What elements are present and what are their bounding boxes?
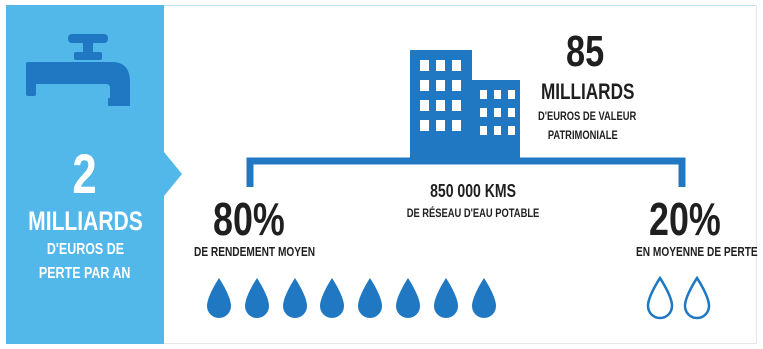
- panel-arrow-notch: [164, 152, 182, 196]
- asset-value-line-1: D'EUROS DE VALEUR: [538, 109, 637, 123]
- network-label: DE RÉSEAU D'EAU POTABLE: [406, 206, 540, 220]
- network-length: 850 000 KMS: [430, 181, 516, 201]
- loss-unit: MILLIARDS: [27, 206, 143, 236]
- infographic-frame: [6, 5, 757, 344]
- loss-line-2: PERTE PAR AN: [39, 265, 131, 282]
- filled-water-drop-icon: [207, 278, 231, 318]
- asset-value-amount: 85: [566, 27, 605, 76]
- loss-amount: 2: [72, 142, 98, 205]
- network-bracket-line: [246, 157, 686, 187]
- outline-water-drop-icon: [646, 276, 674, 320]
- yield-label: DE RENDEMENT MOYEN: [194, 244, 316, 259]
- loss-line-1: D'EUROS DE: [46, 241, 124, 258]
- asset-value-unit: MILLIARDS: [541, 79, 635, 104]
- filled-water-drop-icon: [471, 278, 496, 318]
- filled-water-drop-icon: [358, 278, 383, 318]
- loss-label: EN MOYENNE DE PERTE: [636, 244, 758, 259]
- buildings-icon: [410, 50, 520, 163]
- yield-percent: 80%: [213, 193, 285, 245]
- filled-water-drop-icon: [282, 278, 307, 318]
- water-tap-icon: [26, 34, 130, 106]
- asset-value-line-2: PATRIMONIALE: [547, 128, 618, 142]
- loss-panel: [6, 5, 164, 344]
- loss-percent: 20%: [649, 193, 721, 245]
- filled-water-drop-icon: [244, 278, 269, 318]
- outline-water-drop-icon: [683, 276, 711, 320]
- filled-water-drop-icon: [396, 278, 420, 318]
- filled-water-drop-icon: [433, 278, 458, 318]
- filled-water-drop-icon: [320, 278, 345, 318]
